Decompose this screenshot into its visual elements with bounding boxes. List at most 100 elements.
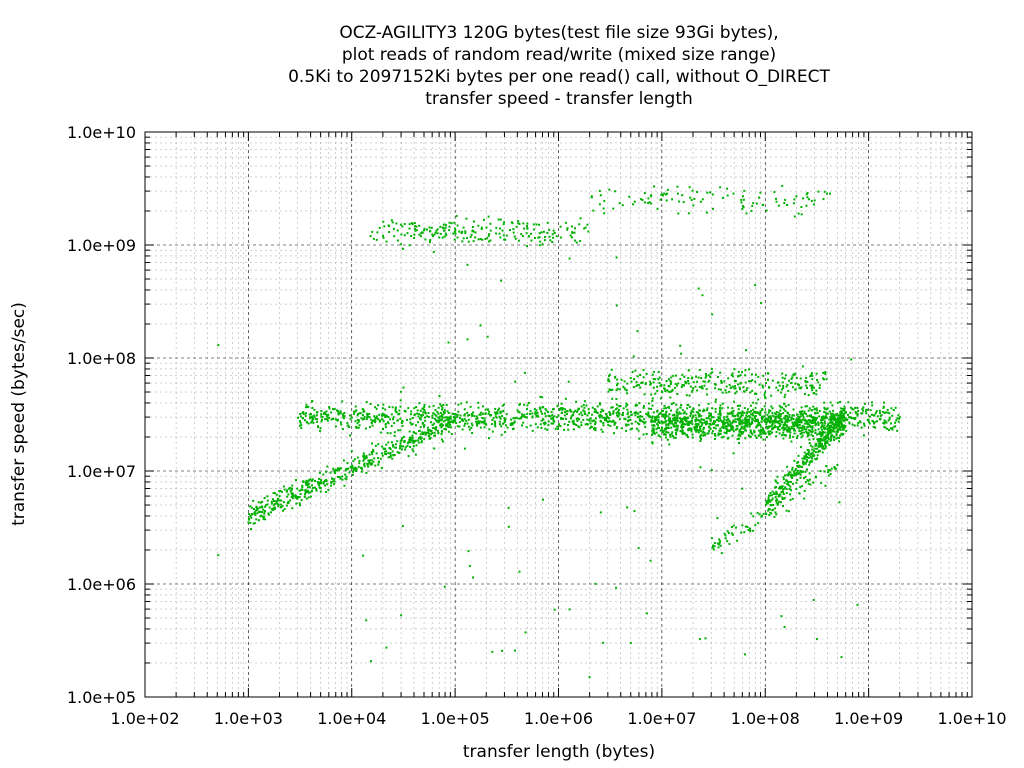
data-point bbox=[784, 423, 787, 426]
data-point bbox=[828, 418, 831, 421]
data-point bbox=[463, 408, 466, 411]
data-point bbox=[782, 478, 785, 481]
data-point bbox=[411, 417, 414, 419]
data-point bbox=[796, 383, 799, 386]
data-point bbox=[687, 382, 690, 385]
data-point bbox=[799, 446, 802, 449]
data-point bbox=[277, 503, 280, 506]
data-point bbox=[264, 505, 267, 508]
data-point bbox=[799, 377, 802, 380]
data-point bbox=[769, 419, 772, 422]
data-point bbox=[800, 431, 803, 434]
data-point bbox=[663, 413, 666, 416]
data-point bbox=[740, 201, 743, 204]
data-point bbox=[731, 375, 734, 378]
data-point bbox=[807, 198, 810, 201]
data-point bbox=[711, 545, 714, 548]
data-point bbox=[546, 411, 549, 413]
data-point bbox=[443, 411, 446, 414]
data-point bbox=[432, 404, 435, 407]
data-point bbox=[282, 501, 285, 504]
data-point bbox=[871, 413, 873, 416]
data-point bbox=[489, 414, 492, 417]
data-point bbox=[263, 511, 266, 514]
data-point bbox=[395, 222, 398, 225]
data-point bbox=[454, 229, 457, 232]
data-point bbox=[740, 414, 743, 417]
data-point bbox=[770, 499, 773, 502]
data-point bbox=[834, 467, 837, 470]
data-point bbox=[565, 410, 568, 413]
data-point bbox=[731, 428, 734, 431]
data-point bbox=[744, 421, 747, 424]
data-point bbox=[674, 386, 677, 389]
data-point bbox=[594, 428, 597, 431]
data-point bbox=[475, 417, 478, 420]
data-point bbox=[876, 415, 879, 418]
data-point bbox=[491, 430, 494, 433]
data-point bbox=[825, 436, 828, 439]
data-point bbox=[763, 430, 766, 433]
data-point bbox=[666, 192, 669, 195]
data-point bbox=[764, 418, 767, 421]
data-point bbox=[724, 537, 727, 540]
data-point bbox=[463, 424, 466, 427]
data-point bbox=[731, 533, 734, 536]
data-point bbox=[583, 400, 586, 403]
data-point bbox=[623, 417, 626, 420]
data-point bbox=[800, 421, 803, 424]
data-point bbox=[363, 415, 366, 418]
data-point bbox=[609, 412, 611, 415]
data-point bbox=[723, 380, 726, 383]
data-point bbox=[787, 427, 790, 430]
data-point bbox=[695, 424, 698, 427]
data-point bbox=[515, 416, 518, 419]
data-point bbox=[791, 376, 794, 379]
data-point bbox=[883, 419, 886, 422]
data-point bbox=[841, 418, 844, 421]
data-point bbox=[634, 369, 637, 372]
data-point bbox=[801, 461, 804, 464]
data-point bbox=[356, 418, 359, 421]
data-point bbox=[548, 228, 551, 231]
data-point bbox=[841, 407, 844, 410]
data-point bbox=[667, 390, 670, 393]
data-point bbox=[442, 424, 444, 427]
data-point bbox=[826, 442, 829, 445]
data-point bbox=[833, 430, 836, 433]
data-point bbox=[573, 423, 576, 425]
data-point bbox=[841, 424, 844, 427]
data-point bbox=[307, 422, 310, 425]
data-point bbox=[873, 414, 875, 417]
data-point bbox=[502, 422, 505, 425]
data-point bbox=[821, 422, 824, 425]
data-point bbox=[754, 415, 757, 417]
data-point bbox=[279, 490, 282, 492]
data-point bbox=[650, 420, 653, 423]
data-point bbox=[657, 378, 660, 381]
data-point bbox=[356, 413, 359, 415]
data-point bbox=[778, 404, 781, 407]
data-point bbox=[539, 395, 542, 398]
data-point bbox=[663, 192, 666, 195]
data-point bbox=[330, 481, 333, 484]
data-point bbox=[665, 199, 668, 202]
data-point bbox=[471, 414, 474, 417]
data-point bbox=[748, 418, 751, 421]
data-point bbox=[608, 373, 611, 376]
data-point bbox=[633, 411, 636, 414]
data-point bbox=[366, 416, 369, 419]
data-point bbox=[640, 198, 643, 201]
data-point bbox=[385, 450, 388, 453]
data-point bbox=[476, 417, 479, 420]
data-point bbox=[538, 244, 541, 247]
data-point bbox=[782, 488, 785, 491]
data-point bbox=[250, 506, 253, 509]
data-point bbox=[705, 420, 708, 423]
data-point bbox=[813, 418, 816, 421]
data-point bbox=[272, 498, 274, 501]
data-point bbox=[823, 190, 826, 193]
data-point bbox=[830, 424, 833, 427]
data-point bbox=[320, 478, 323, 481]
data-point bbox=[488, 233, 491, 236]
